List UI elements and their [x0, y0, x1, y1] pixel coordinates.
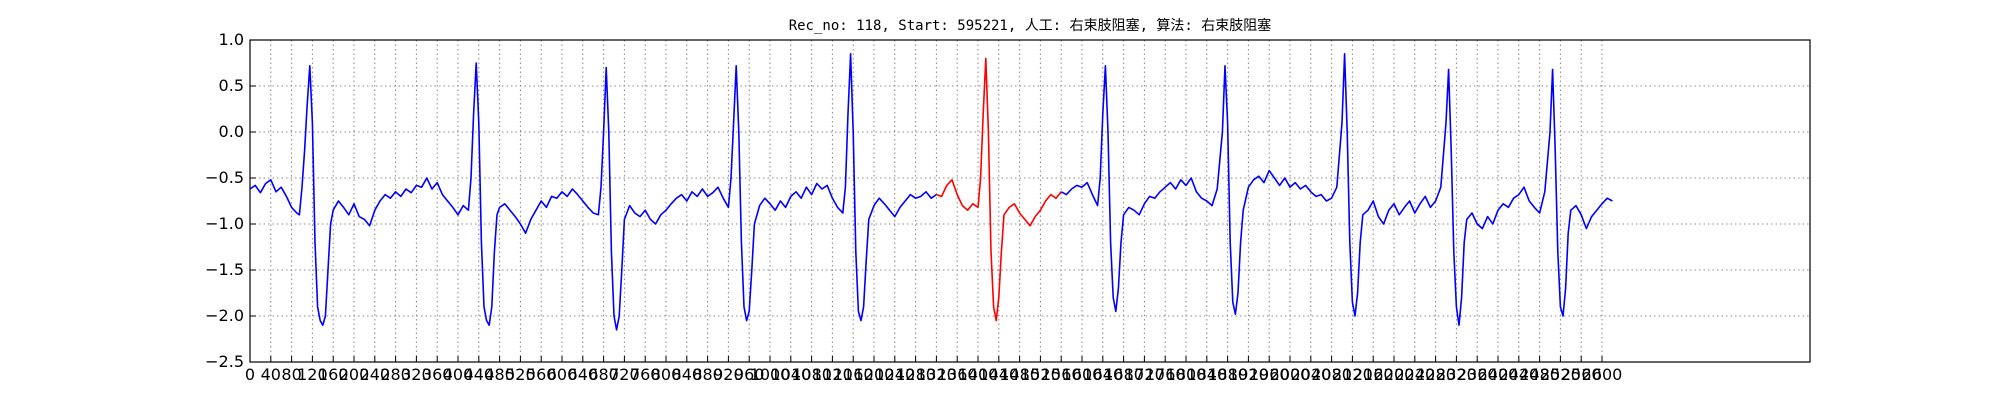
x-tick-label: 320 [401, 365, 432, 384]
x-tick-label: 440 [464, 365, 495, 384]
y-tick-label: 0.0 [219, 122, 244, 141]
x-tick-label: 680 [588, 365, 619, 384]
x-tick-label: 2280 [1415, 365, 1456, 384]
signal-lines [249, 52, 1613, 331]
x-tick-label: 2600 [1582, 365, 1623, 384]
x-tick-label: 560 [526, 365, 557, 384]
x-tick-label: 2120 [1332, 365, 1373, 384]
x-tick-label: 1960 [1249, 365, 1290, 384]
signal-segment-2 [936, 57, 1062, 322]
x-tick-label: 1920 [1228, 365, 1269, 384]
x-tick-label: 2200 [1374, 365, 1415, 384]
x-tick-label: 800 [651, 365, 682, 384]
x-tick-label: 160 [318, 365, 349, 384]
x-axis: 0 40 8012016020024028032036040044048052056… [245, 356, 1622, 384]
x-tick-label: 2240 [1394, 365, 1435, 384]
x-tick-label: 1200 [854, 365, 895, 384]
x-tick-label: 2320 [1436, 365, 1477, 384]
x-tick-label: 2360 [1457, 365, 1498, 384]
x-tick-label: 520 [505, 365, 536, 384]
x-tick-label: 1480 [999, 365, 1040, 384]
x-tick-label: 1080 [791, 365, 832, 384]
x-tick-label: 1360 [937, 365, 978, 384]
x-tick-label: 720 [609, 365, 640, 384]
x-tick-label: 1320 [916, 365, 957, 384]
x-tick-label: 120 [297, 365, 328, 384]
x-tick-label: 2080 [1311, 365, 1352, 384]
x-tick-label: 2160 [1353, 365, 1394, 384]
x-tick-label: 960 [734, 365, 765, 384]
x-tick-label: 1520 [1020, 365, 1061, 384]
y-tick-label: −2.5 [205, 352, 244, 371]
x-tick-label: 1880 [1207, 365, 1248, 384]
x-tick-label: 1640 [1082, 365, 1123, 384]
x-tick-label: 1840 [1186, 365, 1227, 384]
x-tick-label: 360 [422, 365, 453, 384]
x-tick-label: 1800 [1166, 365, 1207, 384]
x-tick-label: 2560 [1561, 365, 1602, 384]
x-tick-label: 400 [443, 365, 474, 384]
x-tick-label: 1720 [1124, 365, 1165, 384]
x-tick-label: 1600 [1062, 365, 1103, 384]
y-tick-label: 0.5 [219, 76, 244, 95]
x-tick-label: 480 [484, 365, 515, 384]
y-axis: 1.0 0.5 0.0 −0.5 −1.0 −1.5 −2.0 −2.5 [205, 30, 256, 371]
x-tick-label: 1280 [895, 365, 936, 384]
y-tick-label: −1.0 [205, 214, 244, 233]
x-tick-label: 760 [630, 365, 661, 384]
y-tick-label: 1.0 [219, 30, 244, 49]
chart-title: Rec_no: 118, Start: 595221, 人工: 右束肢阻塞, 算… [789, 17, 1272, 34]
x-tick-label: 2520 [1540, 365, 1581, 384]
x-tick-label: 2000 [1270, 365, 1311, 384]
x-tick-label: 1680 [1103, 365, 1144, 384]
x-tick-label: 1240 [874, 365, 915, 384]
x-tick-label: 1400 [958, 365, 999, 384]
x-tick-label: 2480 [1519, 365, 1560, 384]
x-tick-label: 1760 [1145, 365, 1186, 384]
x-tick-label: 200 [339, 365, 370, 384]
x-tick-label: 880 [692, 365, 723, 384]
x-tick-label: 2040 [1290, 365, 1331, 384]
x-tick-label: 920 [713, 365, 744, 384]
x-tick-label: 280 [380, 365, 411, 384]
x-tick-label: 640 [568, 365, 599, 384]
y-tick-label: −0.5 [205, 168, 244, 187]
x-tick-label: 600 [547, 365, 578, 384]
signal-segment-3 [1060, 52, 1613, 327]
x-tick-label: 2440 [1498, 365, 1539, 384]
x-tick-label: 1160 [833, 365, 874, 384]
plot-frame [249, 39, 1811, 363]
x-tick-label: 1120 [812, 365, 853, 384]
x-tick-label: 840 [672, 365, 703, 384]
x-tick-label: 1000 [750, 365, 791, 384]
x-tick-label: 80 [281, 365, 301, 384]
x-tick-label: 1440 [978, 365, 1019, 384]
signal-segment-1 [249, 52, 937, 331]
grid [249, 39, 1810, 363]
x-tick-label: 1560 [1041, 365, 1082, 384]
x-tick-label: 1040 [770, 365, 811, 384]
y-tick-label: −2.0 [205, 306, 244, 325]
x-tick-label: 0 [245, 365, 255, 384]
x-tick-label: 2400 [1478, 365, 1519, 384]
x-tick-label: 40 [261, 365, 281, 384]
x-tick-label: 240 [360, 365, 391, 384]
y-tick-label: −1.5 [205, 260, 244, 279]
